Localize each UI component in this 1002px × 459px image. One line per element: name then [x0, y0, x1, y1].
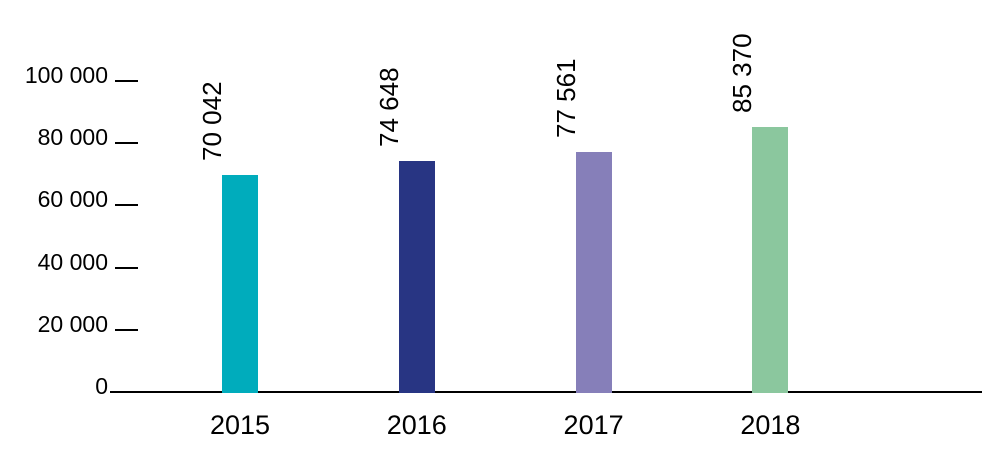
- x-axis-tick-label: 2015: [209, 410, 271, 440]
- y-axis-tick-label: 100 000: [24, 62, 108, 88]
- y-axis-tick-mark: [115, 328, 138, 331]
- bar-2017: [575, 151, 612, 393]
- x-axis-tick-label: 2018: [740, 410, 801, 440]
- bar-value-label: 74 648: [373, 67, 404, 147]
- y-axis-tick-mark: [115, 142, 138, 145]
- y-axis-tick-mark: [115, 266, 138, 269]
- y-axis-tick-label: 60 000: [37, 186, 108, 213]
- bar-value-label: 70 042: [197, 81, 227, 162]
- y-axis-tick-mark: [115, 80, 138, 82]
- y-axis-tick-label: 20 000: [37, 310, 108, 337]
- y-axis-tick-mark: [115, 204, 138, 207]
- x-axis-tick-label: 2016: [386, 410, 447, 440]
- bar-value-label: 77 561: [550, 58, 581, 138]
- bar-2015: [222, 175, 258, 393]
- y-axis-tick-label: 40 000: [37, 248, 108, 275]
- bar-value-label: 85 370: [727, 33, 758, 114]
- y-axis-tick-label: 0: [95, 373, 108, 399]
- x-axis-line: [110, 391, 982, 393]
- bar-2016: [398, 160, 435, 393]
- x-axis-tick-label: 2017: [563, 410, 624, 440]
- y-axis-tick-label: 80 000: [37, 124, 108, 151]
- bar-2018: [752, 127, 789, 393]
